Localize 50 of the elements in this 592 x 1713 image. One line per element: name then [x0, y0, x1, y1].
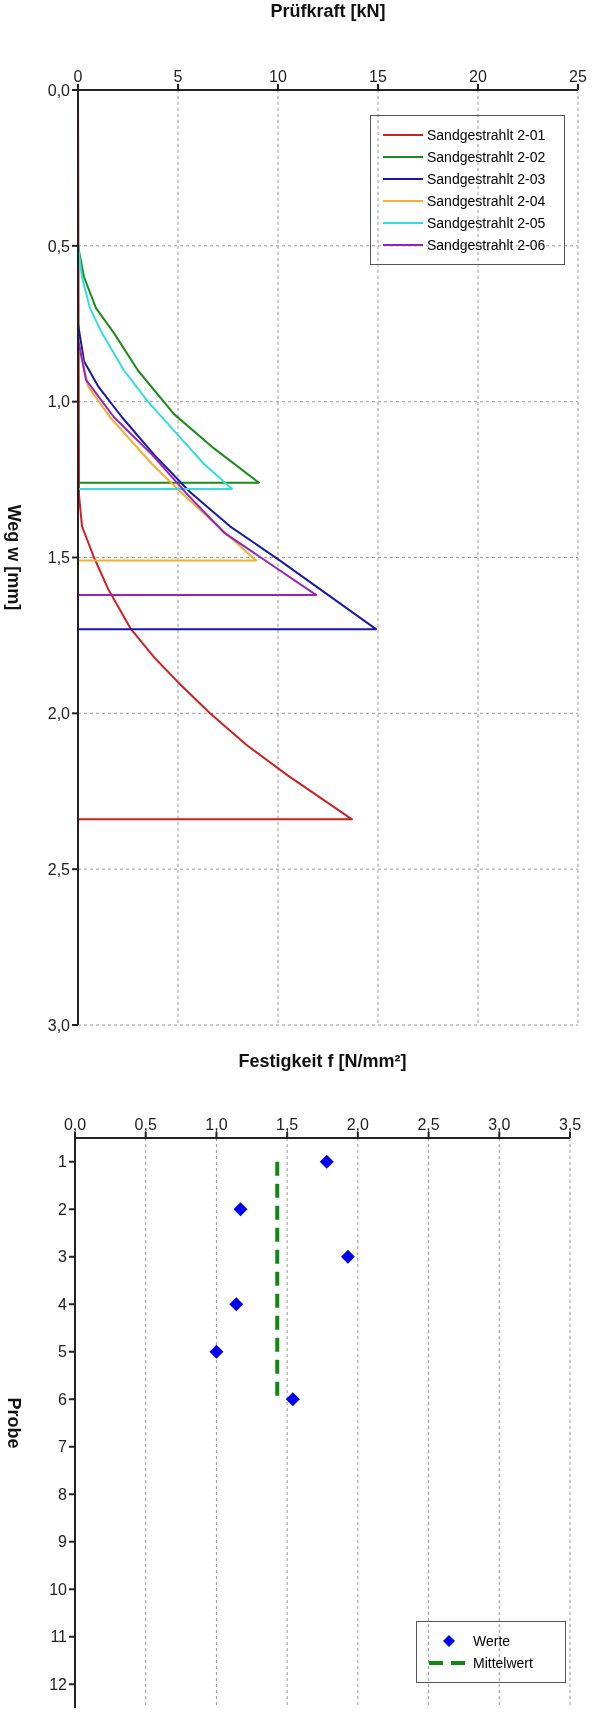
legend-label: Mittelwert [473, 1654, 533, 1673]
y-tick-label: 1,0 [47, 393, 71, 411]
y-tick-label: 3 [58, 1248, 68, 1266]
x-tick-label: 1,0 [205, 1116, 228, 1133]
y-tick-label: 2,0 [47, 705, 71, 723]
legend-label: Sandgestrahlt 2-04 [427, 192, 546, 211]
y-tick-label: 11 [50, 1628, 68, 1646]
x-tick-label: 1,5 [276, 1116, 299, 1133]
y-axis-title: Probe [3, 1397, 24, 1449]
point [209, 1344, 224, 1359]
y-tick-label: 0,5 [47, 237, 71, 255]
point [340, 1249, 355, 1264]
x-tick-label: 15 [369, 68, 387, 85]
y-tick-label: 0,0 [47, 81, 71, 99]
x-tick-label: 3,0 [488, 1116, 511, 1133]
point [319, 1154, 334, 1169]
y-tick-label: 9 [58, 1533, 68, 1551]
y-tick-label: 12 [49, 1675, 68, 1693]
legend-label: Sandgestrahlt 2-02 [427, 148, 546, 167]
y-tick-label: 1 [58, 1153, 68, 1171]
point [233, 1202, 248, 1217]
x-axis-title: Prüfkraft [kN] [270, 0, 386, 21]
y-axis-title: Weg w [mm] [3, 504, 24, 611]
x-tick-label: 5 [173, 68, 183, 85]
y-tick-label: 2 [58, 1200, 68, 1218]
legend-label: Sandgestrahlt 2-05 [427, 214, 546, 233]
x-tick-label: 0,5 [134, 1116, 157, 1133]
legend-label: Werte [473, 1632, 511, 1651]
x-tick-label: 2,5 [417, 1116, 440, 1133]
y-tick-label: 3,0 [47, 1016, 71, 1034]
x-tick-label: 0 [73, 68, 83, 85]
y-tick-label: 1,5 [47, 549, 71, 567]
x-axis-title: Festigkeit f [N/mm²] [238, 1050, 407, 1071]
y-tick-label: 8 [58, 1485, 68, 1503]
x-tick-label: 10 [269, 68, 287, 85]
legend-label: Sandgestrahlt 2-03 [427, 170, 546, 189]
y-tick-label: 10 [49, 1580, 68, 1598]
y-tick-label: 7 [58, 1438, 68, 1456]
point [285, 1392, 300, 1407]
legend-label: Sandgestrahlt 2-01 [427, 126, 546, 145]
y-tick-label: 2,5 [47, 860, 71, 878]
x-tick-label: 2,0 [346, 1116, 370, 1133]
point [229, 1297, 244, 1312]
legend-label: Sandgestrahlt 2-06 [427, 236, 546, 255]
x-tick-label: 20 [469, 68, 487, 85]
x-tick-label: 25 [569, 68, 587, 85]
y-tick-label: 5 [58, 1343, 68, 1361]
y-tick-label: 4 [58, 1295, 68, 1313]
y-tick-label: 6 [58, 1390, 68, 1408]
x-tick-label: 3,5 [558, 1116, 582, 1133]
